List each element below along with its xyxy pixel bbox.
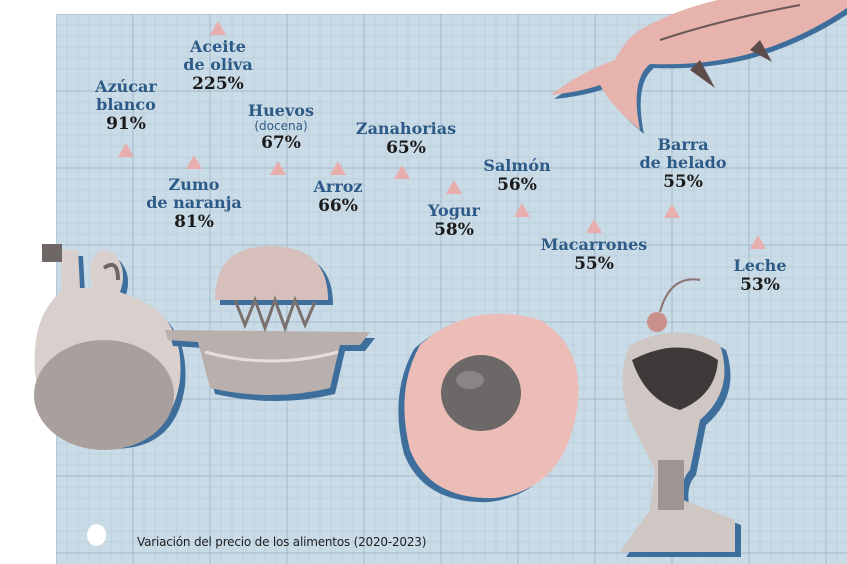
triangle-marker (586, 219, 602, 233)
item-label: Aceite de oliva 225% (183, 38, 252, 94)
triangle-marker (186, 155, 202, 169)
oil-cruet-illustration (34, 244, 186, 450)
item-label: Leche 53% (734, 257, 787, 295)
item-name: blanco (96, 94, 156, 114)
item-label: Barra de helado 55% (639, 136, 726, 192)
item-name: Huevos (248, 101, 314, 120)
item-value: 225% (192, 73, 244, 94)
item-name: Zumo (168, 175, 220, 194)
item-value: 55% (574, 253, 614, 274)
item-name: Yogur (428, 201, 480, 220)
item-label: Huevos (docena) 67% (248, 102, 314, 153)
salmon-illustration (550, 0, 847, 134)
item-name: Barra (657, 135, 709, 154)
item-value: 66% (318, 195, 358, 216)
triangle-marker (210, 21, 226, 35)
item-value: 65% (386, 137, 426, 158)
item-name: Macarrones (540, 235, 648, 254)
item-name: Zanahorias (355, 119, 457, 138)
item-name: Azúcar (95, 77, 157, 96)
chart-caption: Variación del precio de los alimentos (2… (137, 535, 427, 549)
item-value: 55% (663, 171, 703, 192)
item-name: Aceite (190, 37, 246, 56)
item-label: Macarrones 55% (541, 236, 648, 274)
item-label: Azúcar blanco 91% (95, 78, 157, 134)
triangle-marker (664, 204, 680, 218)
ice-cream-sundae-illustration (620, 278, 741, 557)
item-value: 53% (740, 274, 780, 295)
triangle-marker (514, 203, 530, 217)
item-value: 56% (497, 174, 537, 195)
item-name: Arroz (313, 177, 363, 196)
triangle-marker (446, 180, 462, 194)
item-name: de helado (639, 152, 727, 172)
item-value: 91% (106, 113, 146, 134)
item-value: 81% (174, 211, 214, 232)
item-note: (docena) (254, 118, 308, 133)
item-value: 58% (434, 219, 474, 240)
item-value: 67% (261, 133, 301, 154)
triangle-marker (270, 161, 286, 175)
triangle-marker (330, 161, 346, 175)
paper-hole (87, 524, 106, 546)
item-label: Yogur 58% (428, 202, 480, 240)
item-name: de naranja (146, 192, 242, 212)
item-label: Salmón 56% (483, 157, 550, 195)
item-label: Arroz 66% (313, 178, 362, 216)
triangle-marker (118, 143, 134, 157)
item-label: Zumo de naranja 81% (146, 176, 242, 232)
triangle-marker (750, 235, 766, 249)
item-label: Zanahorias 65% (356, 120, 456, 158)
item-name: de oliva (183, 54, 253, 74)
citrus-juicer-illustration (165, 245, 375, 401)
triangle-marker (394, 165, 410, 179)
item-name: Leche (733, 256, 787, 275)
item-name: Salmón (483, 156, 551, 175)
fried-egg-illustration (398, 313, 579, 503)
